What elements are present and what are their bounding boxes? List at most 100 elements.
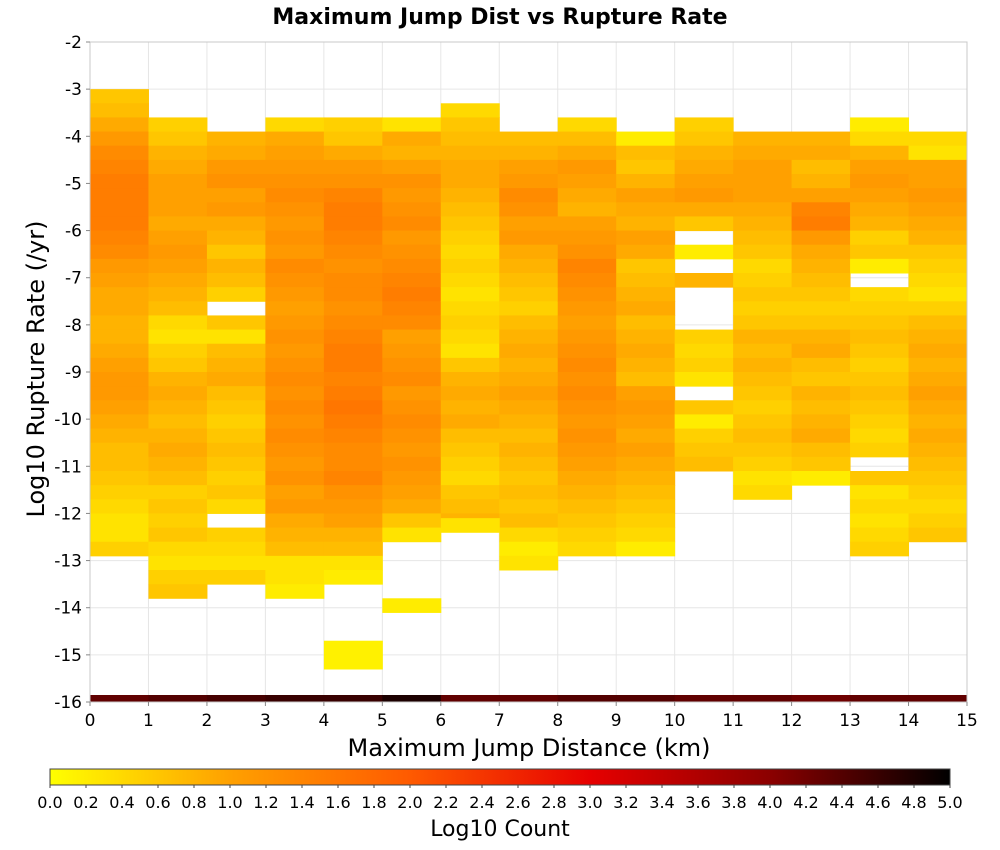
heatmap-cell (382, 527, 442, 543)
heatmap-cell (382, 695, 442, 702)
heatmap-cell (791, 131, 851, 147)
heatmap-cell (323, 131, 383, 147)
heatmap-cell (440, 287, 500, 302)
colorbar-tick-label: 2.6 (505, 793, 530, 812)
heatmap-cell (148, 202, 208, 217)
heatmap-cell (323, 513, 383, 529)
heatmap-cell (791, 202, 851, 217)
heatmap-cell (908, 442, 968, 458)
heatmap-cell (323, 301, 383, 316)
heatmap-cell (440, 301, 500, 316)
heatmap-cell (323, 428, 383, 444)
heatmap-cell (265, 287, 325, 302)
heatmap-cell (265, 174, 325, 189)
heatmap-cell (616, 414, 676, 430)
heatmap-cell (90, 230, 149, 246)
colorbar-tick-label: 3.4 (649, 793, 674, 812)
heatmap-cell (908, 357, 968, 373)
heatmap-cell (791, 428, 851, 444)
heatmap-cell (733, 343, 793, 359)
y-tick-label: -2 (65, 33, 82, 53)
heatmap-cell (148, 541, 208, 557)
heatmap-cell (791, 357, 851, 373)
heatmap-cell (265, 513, 325, 529)
heatmap-cell (557, 315, 617, 331)
heatmap-cell (440, 188, 500, 203)
heatmap-cell (733, 695, 793, 702)
heatmap-cell (499, 527, 559, 543)
heatmap-cell (557, 541, 617, 557)
heatmap-cell (850, 471, 910, 486)
heatmap-cell (850, 202, 910, 217)
heatmap-cell (908, 400, 968, 415)
heatmap-cell (499, 386, 559, 401)
heatmap-cell (674, 131, 734, 147)
heatmap-cell (148, 386, 208, 401)
heatmap-cell (791, 216, 851, 232)
heatmap-cell (206, 555, 266, 571)
heatmap-cell (616, 485, 676, 500)
heatmap-cell (148, 343, 208, 359)
heatmap-cell (791, 329, 851, 345)
heatmap-cell (382, 414, 442, 430)
heatmap-cell (90, 386, 149, 401)
plot-area: 0 1 2 3 4 5 6 7 8 9 10 11 12 13 14 15-2-3-4-5-6-7-8-9-1… (54, 33, 978, 731)
heatmap-cell (265, 428, 325, 444)
heatmap-cell (499, 216, 559, 232)
heatmap-cell (323, 456, 383, 472)
heatmap-cell (265, 541, 325, 557)
heatmap-cell (382, 287, 442, 302)
heatmap-cell (90, 145, 149, 161)
heatmap-cell (148, 428, 208, 444)
heatmap-cell (382, 598, 442, 613)
heatmap-cell (206, 386, 266, 401)
heatmap-cell (382, 456, 442, 472)
heatmap-cell (557, 117, 617, 133)
heatmap-cell (323, 343, 383, 359)
heatmap-cell (440, 174, 500, 189)
heatmap-cell (733, 329, 793, 345)
heatmap-cell (616, 695, 676, 702)
heatmap-cell (382, 131, 442, 147)
heatmap-cell (908, 386, 968, 401)
heatmap-cell (265, 386, 325, 401)
heatmap-cell (908, 329, 968, 345)
heatmap-cell (499, 695, 559, 702)
heatmap-cell (440, 216, 500, 232)
heatmap-cell (674, 343, 734, 359)
heatmap-cell (908, 513, 968, 529)
heatmap-cell (206, 541, 266, 557)
heatmap-cell (323, 527, 383, 543)
colorbar-tick-label: 4.6 (865, 793, 890, 812)
heatmap-cell (908, 315, 968, 331)
heatmap-cell (323, 541, 383, 557)
heatmap-cell (148, 329, 208, 345)
x-tick-label: 12 (781, 711, 803, 731)
x-tick-label: 2 (202, 711, 213, 731)
heatmap-cell (90, 216, 149, 232)
heatmap-cell (557, 202, 617, 217)
heatmap-cell (323, 159, 383, 175)
heatmap-cell (791, 301, 851, 316)
colorbar-tick-label: 2.2 (433, 793, 458, 812)
heatmap-cell (148, 555, 208, 571)
heatmap-cell (148, 188, 208, 203)
y-tick-label: -9 (65, 363, 82, 383)
heatmap-cell (499, 188, 559, 203)
heatmap-cell (206, 471, 266, 486)
heatmap-cell (265, 695, 325, 702)
heatmap-cell (382, 386, 442, 401)
heatmap-cell (557, 145, 617, 161)
heatmap-cell (908, 273, 968, 288)
x-tick-label: 10 (664, 711, 686, 731)
heatmap-cell (90, 400, 149, 415)
heatmap-cell (382, 202, 442, 217)
heatmap-cell (674, 174, 734, 189)
heatmap-cell (674, 442, 734, 458)
heatmap-cell (206, 428, 266, 444)
heatmap-cell (265, 329, 325, 345)
heatmap-cell (499, 541, 559, 557)
heatmap-cell (206, 216, 266, 232)
x-tick-label: 0 (85, 711, 96, 731)
heatmap-cell (850, 485, 910, 500)
